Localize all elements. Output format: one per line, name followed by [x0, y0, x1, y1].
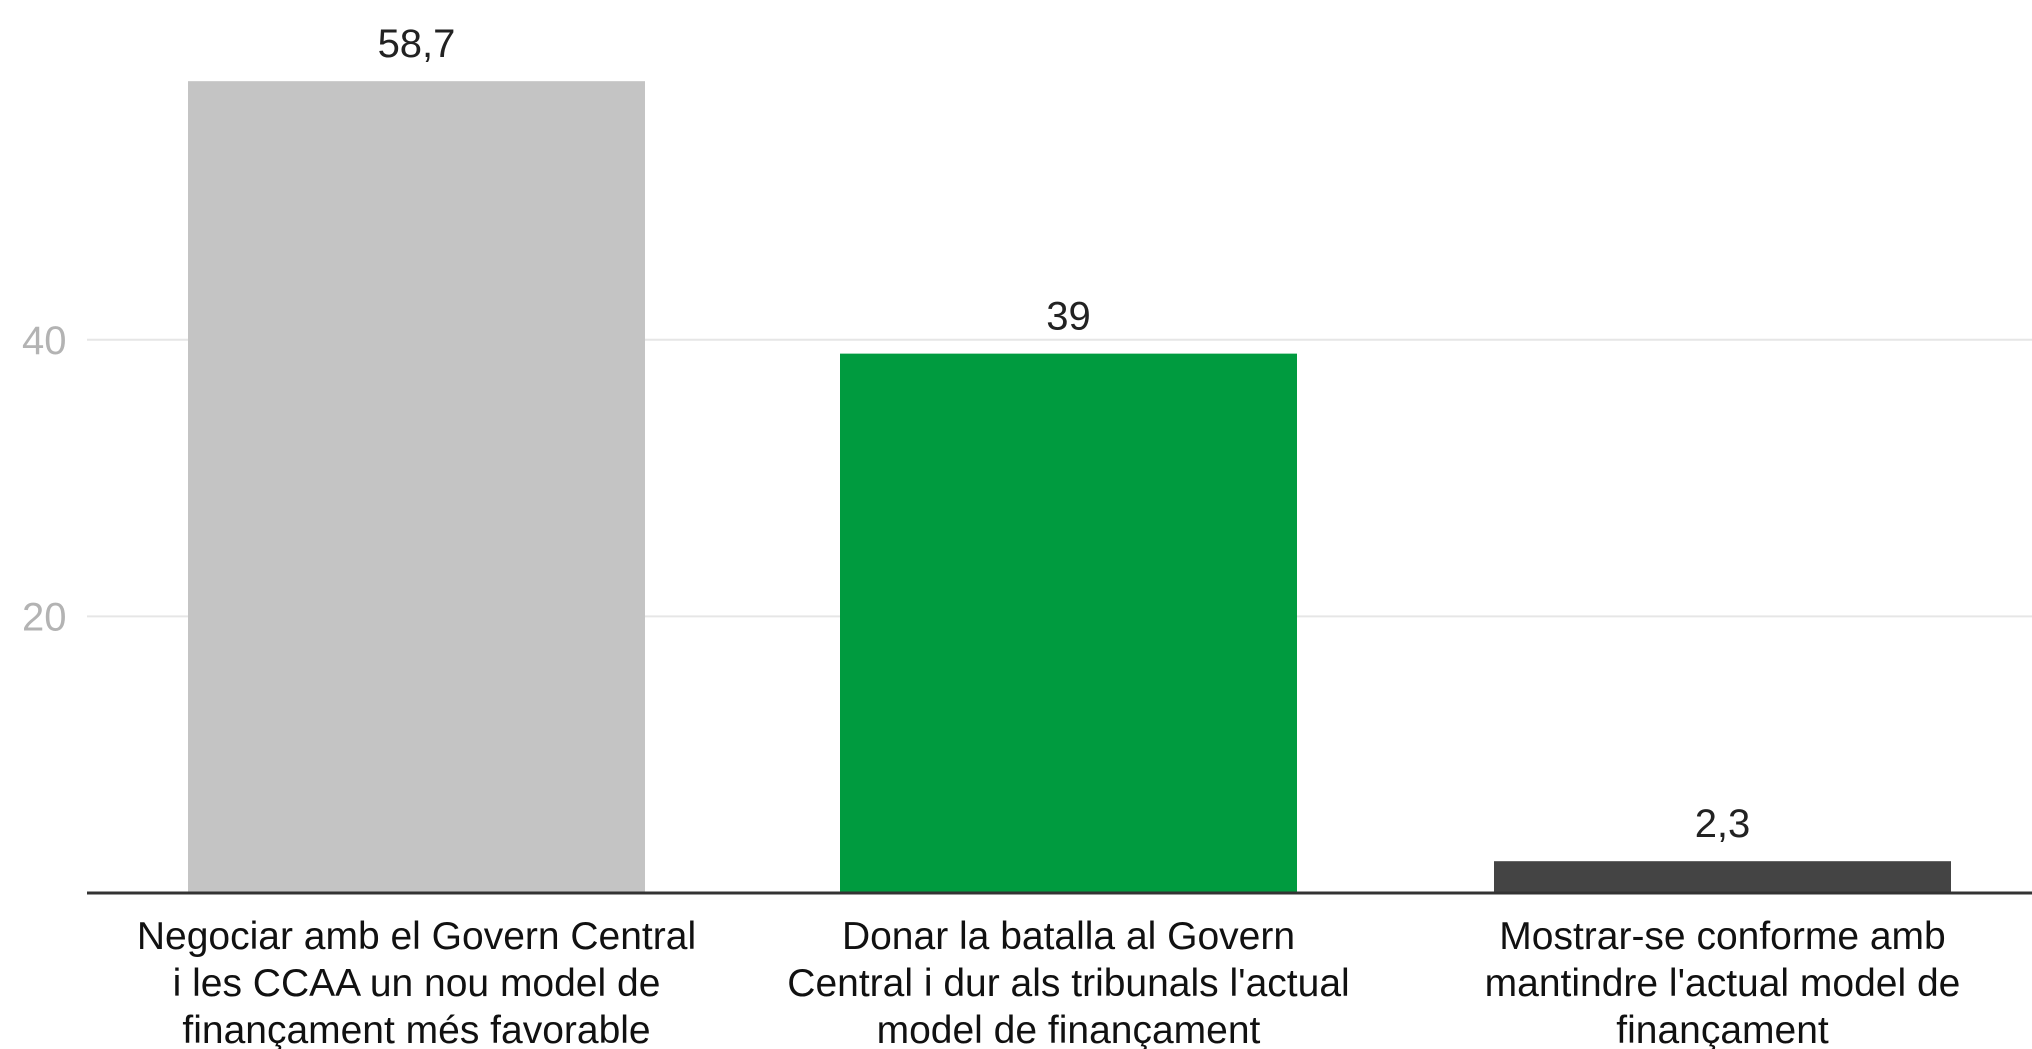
y-tick-label: 20 [22, 595, 67, 639]
value-label: 2,3 [1695, 802, 1751, 846]
category-label-line: finançament més favorable [182, 1009, 650, 1049]
category-label-line: finançament [1616, 1009, 1829, 1049]
category-label-line: Central i dur als tribunals l'actual [787, 962, 1349, 1005]
category-label-line: model de finançament [877, 1009, 1261, 1049]
value-labels: 58,7 39 2,3 [378, 22, 1751, 846]
category-label-line: mantindre l'actual model de [1485, 962, 1961, 1005]
bar [188, 81, 645, 893]
category-label-line: Donar la batalla al Govern [842, 915, 1295, 958]
value-label: 39 [1046, 295, 1091, 339]
category-label-line: i les CCAA un nou model de [173, 962, 661, 1005]
category-label-line: Mostrar-se conforme amb [1499, 915, 1945, 958]
category-label: Mostrar-se conforme amb mantindre l'actua… [1485, 915, 1961, 1049]
category-labels: Negociar amb el Govern Central i les CCAA… [137, 915, 1960, 1049]
bars [188, 81, 1951, 893]
category-label-line: Negociar amb el Govern Central [137, 915, 696, 958]
category-label: Donar la batalla al Govern Central i dur … [787, 915, 1349, 1049]
category-label: Negociar amb el Govern Central i les CCAA… [137, 915, 696, 1049]
bar [1494, 861, 1951, 893]
y-tick-label: 40 [22, 319, 67, 363]
bar [840, 353, 1297, 893]
value-label: 58,7 [378, 22, 456, 66]
